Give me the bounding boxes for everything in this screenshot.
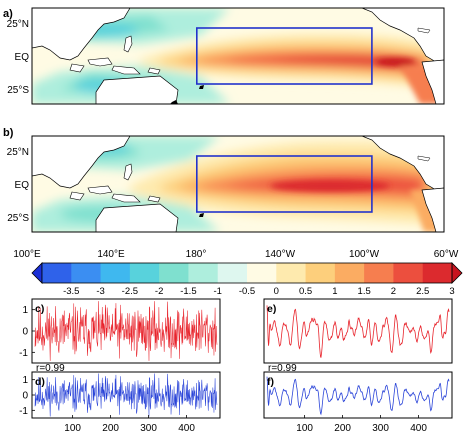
colorbar-swatch [100,263,131,283]
x-tick-label: 200 [334,423,351,434]
colorbar-label: 3 [449,286,454,297]
map-panel-a: a) 25°N EQ 25°S [3,7,445,105]
panel-label-a: a) [3,8,13,20]
x-tick-label: 300 [372,423,389,434]
y-tick-label: -1 [19,406,28,417]
colorbar-swatch [422,263,453,283]
colorbar-label: 1.5 [358,286,371,297]
colorbar-swatch [393,263,424,283]
series-panel-c: c) 1 0 -1 [19,298,221,364]
x-tick-label: 400 [410,423,427,434]
colorbar-label: -1 [213,286,221,297]
series-line-c [34,301,218,361]
colorbar-label: 2 [391,286,396,297]
lat-tick-25n-b: 25°N [7,147,29,158]
y-tick-label: -1 [19,348,28,359]
series-line-e [266,305,450,358]
x-tick-label: 300 [140,423,157,434]
colorbar-swatch [129,263,160,283]
map-panel-b: b) 25°N EQ 25°S [3,127,445,233]
time-series-panels: c) 1 0 -1 d) r=0.99 1 0 -1 100 200 300 400 e) f) r=0.99… [19,298,453,434]
colorbar-swatch [305,263,336,283]
nino-box-a [196,27,373,85]
lon-tick-100e: 100°E [13,249,41,260]
colorbar-swatch [159,263,189,283]
axes-frame-e [263,298,453,364]
x-tick-label: 200 [102,423,119,434]
colorbar-label: -1.5 [180,286,196,297]
colorbar-frame [41,262,453,284]
series-line-d [34,373,218,417]
axes-frame-f [263,371,453,419]
series-panel-e: e) [263,298,453,364]
x-tick-label: 100 [64,423,81,434]
colorbar-max-arrow [451,262,463,284]
colorbar-label: 0.5 [299,286,312,297]
colorbar-swatch [217,263,248,283]
colorbar-swatch [42,263,72,283]
lon-tick-60w: 60°W [434,249,459,260]
correlation-annotation-f: r=0.99 [268,363,297,374]
colorbar-label: -0.5 [239,286,255,297]
lat-tick-eq-b: EQ [15,180,30,191]
series-panel-d: d) r=0.99 1 0 -1 100 200 300 400 [19,363,221,434]
colorbar-swatch [71,263,101,283]
colorbar-swatch [247,263,277,283]
colorbar-label: 0 [274,286,279,297]
lon-tick-180: 180° [186,249,207,260]
colorbar-min-arrow [31,262,43,284]
nino-box-b [196,155,373,213]
colorbar-swatch [364,263,394,283]
colorbar-label: 2.5 [416,286,429,297]
correlation-annotation-d: r=0.99 [36,363,65,374]
colorbar-swatch [334,263,365,283]
longitude-axis: 100°E 140°E 180° 140°W 100°W 60°W [13,249,459,260]
colorbar-label: -2 [155,286,163,297]
panel-label-d: d) [35,376,45,388]
colorbar: -3.5-3-2.5-2-1.5-1-0.500.511.522.533.5 [31,262,463,297]
lat-tick-25s-b: 25°S [7,213,29,224]
lat-tick-eq-a: EQ [15,52,30,63]
colorbar-label: -2.5 [122,286,138,297]
lon-tick-140e: 140°E [97,249,125,260]
series-line-f [266,376,450,416]
panel-label-c: c) [35,303,44,315]
colorbar-label: 1 [332,286,337,297]
colorbar-label: -3.5 [63,286,79,297]
lon-tick-100w: 100°W [349,249,380,260]
panel-label-b: b) [3,127,14,139]
map-a-field [32,8,444,104]
lon-tick-140w: 140°W [265,249,296,260]
y-tick-label: 0 [22,391,28,402]
y-tick-label: 0 [22,327,28,338]
colorbar-swatch [188,263,219,283]
y-tick-label: 1 [22,375,28,386]
series-panel-f: f) r=0.99 100 200 300 400 [263,363,453,434]
lat-tick-25n-a: 25°N [7,19,29,30]
panel-label-f: f) [267,376,274,388]
lat-tick-25s-a: 25°S [7,85,29,96]
map-b-field [32,136,444,232]
x-tick-label: 400 [178,423,195,434]
colorbar-swatch [276,263,306,283]
panel-label-e: e) [267,303,276,315]
x-tick-label: 100 [296,423,313,434]
y-tick-label: 1 [22,305,28,316]
colorbar-label: -3 [96,286,104,297]
